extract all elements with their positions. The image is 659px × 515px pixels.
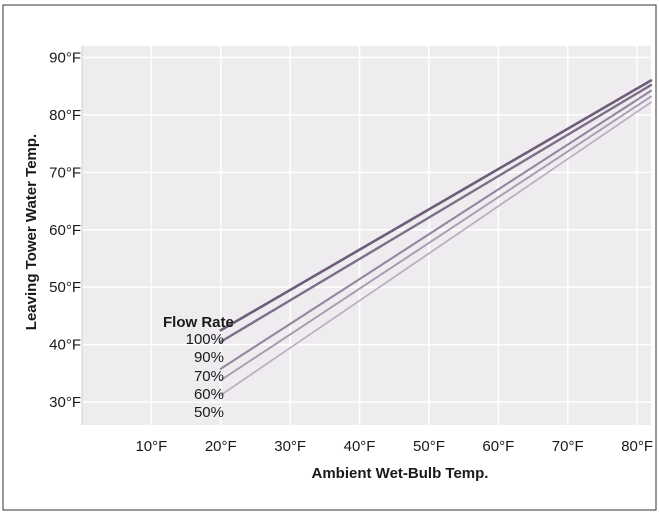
x-axis-ticks: 10°F 20°F 30°F 40°F 50°F 60°F 70°F 80°F [135,438,653,455]
plot-area [82,46,651,425]
y-axis-label: Leaving Tower Water Temp. [23,134,40,330]
y-tick-label: 60°F [49,222,81,239]
y-tick-label: 70°F [49,164,81,181]
y-tick-label: 30°F [49,394,81,411]
x-tick-label: 70°F [552,438,584,455]
series-line-60pct [219,95,652,382]
series-line-50pct [219,101,652,396]
x-tick-label: 40°F [344,438,376,455]
x-tick-label: 50°F [413,438,445,455]
legend-title: Flow Rate [163,314,234,331]
legend-label: 60% [194,386,224,403]
x-tick-label: 10°F [135,438,167,455]
grid-lines [81,46,651,425]
y-axis-ticks: 30°F 40°F 50°F 60°F 70°F 80°F 90°F [49,49,81,411]
x-axis-label: Ambient Wet-Bulb Temp. [312,465,489,482]
legend-label: 70% [194,368,224,385]
legend-label: 100% [186,331,224,348]
series-line-100pct [219,79,653,332]
x-tick-label: 60°F [482,438,514,455]
series-line-90pct [219,83,653,343]
legend-label: 90% [194,349,224,366]
x-tick-label: 30°F [274,438,306,455]
series-lines [219,79,653,396]
y-tick-label: 90°F [49,49,81,66]
y-tick-label: 80°F [49,107,81,124]
y-tick-label: 40°F [49,337,81,354]
series-line-70pct [219,89,653,370]
x-tick-label: 80°F [621,438,653,455]
legend-label: 50% [194,404,224,421]
x-tick-label: 20°F [205,438,237,455]
y-tick-label: 50°F [49,279,81,296]
legend: 100%90% 70%60%50% [186,331,224,421]
